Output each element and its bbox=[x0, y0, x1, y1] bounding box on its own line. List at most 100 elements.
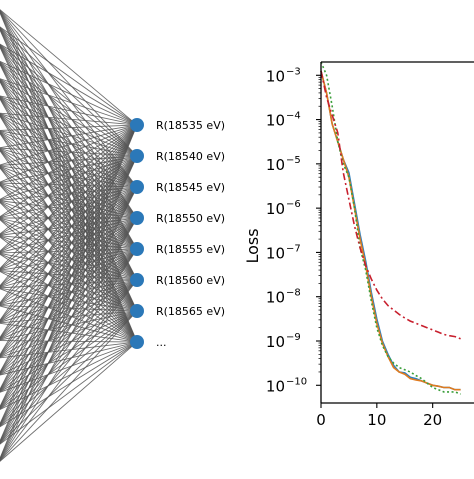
network-edge bbox=[0, 26, 138, 157]
network-edge bbox=[0, 288, 138, 343]
network-edge bbox=[0, 112, 138, 126]
y-tick-label: 10 bbox=[266, 333, 285, 351]
y-tick-exponent: −8 bbox=[286, 288, 301, 299]
y-tick-exponent: −9 bbox=[286, 332, 301, 343]
network-edge bbox=[0, 236, 138, 343]
network-edge bbox=[0, 114, 138, 250]
x-tick-label: 20 bbox=[423, 411, 442, 429]
network-edge bbox=[0, 114, 138, 281]
loss-curve-3 bbox=[320, 70, 461, 340]
network-edge bbox=[0, 219, 138, 343]
network-edge bbox=[0, 341, 138, 428]
network-edge bbox=[0, 95, 138, 126]
output-node-label: R(18550 eV) bbox=[156, 212, 225, 225]
network-edge bbox=[0, 80, 138, 281]
network-edge bbox=[0, 28, 138, 281]
output-node-label: R(18560 eV) bbox=[156, 274, 225, 287]
network-edge bbox=[0, 96, 138, 219]
network-edge bbox=[0, 61, 138, 157]
network-edge bbox=[0, 341, 138, 411]
loss-curve-1 bbox=[320, 70, 461, 391]
y-tick-label: 10 bbox=[266, 200, 285, 218]
network-edge bbox=[0, 271, 138, 343]
network-edges bbox=[0, 9, 138, 462]
network-edge bbox=[0, 61, 138, 188]
output-node bbox=[130, 180, 144, 194]
network-edge bbox=[0, 10, 138, 219]
output-node bbox=[130, 118, 144, 132]
y-tick-exponent: −6 bbox=[286, 199, 301, 210]
x-tick-label: 10 bbox=[367, 411, 386, 429]
network-edge bbox=[0, 201, 138, 343]
network-edge bbox=[0, 80, 138, 343]
network-edge bbox=[0, 148, 138, 250]
network-edge bbox=[0, 63, 138, 343]
network-edge bbox=[0, 115, 138, 312]
output-node bbox=[130, 304, 144, 318]
y-tick-exponent: −4 bbox=[286, 111, 301, 122]
chart-axes bbox=[316, 61, 474, 408]
network-edge bbox=[0, 341, 138, 359]
network-edge bbox=[0, 10, 138, 250]
x-tick-labels: 0 10 20 bbox=[316, 411, 442, 429]
output-node-label: R(18540 eV) bbox=[156, 150, 225, 163]
network-edge bbox=[0, 341, 138, 445]
network-output-nodes bbox=[130, 118, 144, 349]
network-edge bbox=[0, 97, 138, 312]
network-edge bbox=[0, 97, 138, 281]
network-edge bbox=[0, 62, 138, 281]
output-node-label: R(18535 eV) bbox=[156, 119, 225, 132]
y-tick-exponent: −7 bbox=[286, 243, 301, 254]
network-edge bbox=[0, 80, 138, 312]
network-edge bbox=[0, 305, 138, 343]
output-node-label: R(18555 eV) bbox=[156, 243, 225, 256]
network-edge bbox=[0, 131, 138, 281]
network-edge bbox=[0, 341, 138, 462]
network-edge bbox=[0, 45, 138, 281]
network-edge bbox=[0, 149, 138, 281]
x-tick-label: 0 bbox=[316, 411, 326, 429]
output-node bbox=[130, 211, 144, 225]
loss-chart: 10−310−410−510−610−710−810−910−10 0 10 20 … bbox=[243, 61, 474, 429]
y-tick-exponent: −10 bbox=[286, 376, 307, 387]
network-edge bbox=[0, 132, 138, 343]
network-edge bbox=[0, 253, 138, 343]
network-edge bbox=[0, 28, 138, 343]
y-tick-label: 10 bbox=[266, 112, 285, 130]
network-edge bbox=[0, 9, 138, 126]
output-node bbox=[130, 335, 144, 349]
network-edge bbox=[0, 95, 138, 157]
network-edge bbox=[0, 96, 138, 188]
network-edge bbox=[0, 340, 138, 343]
loss-curves bbox=[320, 61, 461, 395]
y-tick-label: 10 bbox=[266, 377, 285, 395]
network-edge bbox=[0, 184, 138, 343]
network-edge bbox=[0, 150, 138, 343]
network-edge bbox=[0, 113, 138, 188]
loss-curve-0 bbox=[320, 70, 461, 391]
network-edge bbox=[0, 9, 138, 188]
network-edge bbox=[0, 341, 138, 393]
network-edge bbox=[0, 167, 138, 343]
network-edge bbox=[0, 78, 138, 188]
network-edge bbox=[0, 11, 138, 343]
y-tick-label: 10 bbox=[266, 67, 285, 85]
network-edge bbox=[0, 26, 138, 126]
network-edge bbox=[0, 131, 138, 250]
network-edge bbox=[0, 322, 138, 343]
y-axis-label: Loss bbox=[243, 228, 262, 263]
network-edge bbox=[0, 46, 138, 343]
network-edge bbox=[0, 11, 138, 312]
network-edge bbox=[0, 45, 138, 312]
network-edge bbox=[0, 113, 138, 219]
output-node-label: R(18565 eV) bbox=[156, 305, 225, 318]
network-edge bbox=[0, 98, 138, 343]
network-edge bbox=[0, 63, 138, 312]
y-tick-labels: 10−310−410−510−610−710−810−910−10 bbox=[266, 66, 307, 395]
output-node-label: R(18545 eV) bbox=[156, 181, 225, 194]
network-edge bbox=[0, 78, 138, 126]
output-node-label: ... bbox=[156, 336, 167, 349]
network-edge bbox=[0, 10, 138, 281]
